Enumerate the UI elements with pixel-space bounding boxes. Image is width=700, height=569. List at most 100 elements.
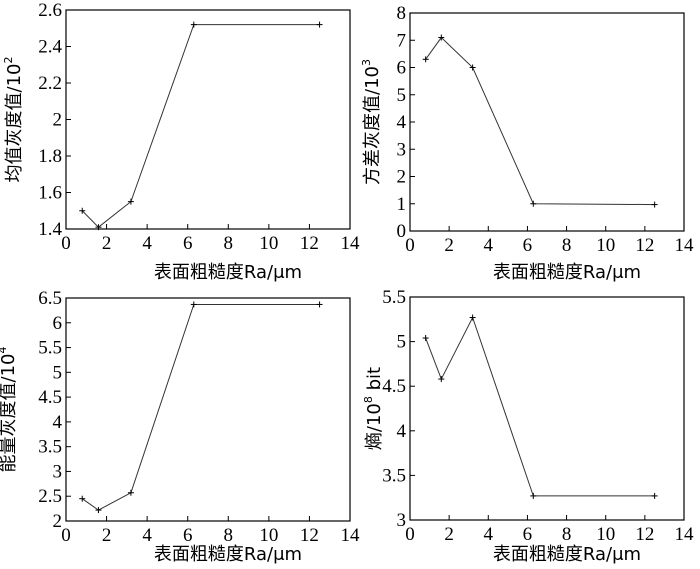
y-axis-title: 能量灰度值/104	[0, 347, 19, 473]
y-tick-label: 1.4	[38, 219, 62, 240]
data-point	[95, 507, 102, 514]
x-tick-label: 0	[61, 233, 71, 254]
y-axis-title-exponent: 4	[0, 347, 9, 354]
x-tick-label: 12	[300, 525, 319, 546]
y-tick-label: 2.6	[38, 0, 62, 21]
y-axis-title-text: 熵/10	[364, 403, 385, 450]
data-point	[190, 301, 197, 308]
x-tick-label: 10	[596, 524, 615, 545]
x-tick-label: 2	[444, 524, 454, 545]
x-tick-label: 6	[523, 235, 533, 256]
data-point	[438, 34, 445, 41]
x-tick-label: 4	[142, 233, 152, 254]
data-point	[79, 495, 86, 502]
y-axis-title: 熵/108 bit	[362, 367, 385, 450]
x-tick-label: 10	[259, 525, 278, 546]
data-point	[530, 200, 537, 207]
x-tick-label: 6	[183, 525, 193, 546]
x-tick-label: 4	[484, 524, 494, 545]
chart-energy-gray: 0 2 4 6 8 10 12 1422.533.544.555.566.5表面粗糙度Ra/μ…	[0, 288, 360, 565]
data-point	[469, 64, 476, 71]
y-tick-label: 5	[53, 362, 63, 383]
data-point	[95, 224, 102, 231]
data-point	[190, 21, 197, 28]
data-point	[651, 492, 658, 499]
y-tick-label: 6	[53, 313, 63, 334]
plot-frame	[409, 12, 685, 232]
series-line	[81, 24, 320, 228]
series-line	[425, 316, 655, 497]
x-tick-label: 8	[224, 233, 234, 254]
x-tick-label: 2	[102, 233, 112, 254]
y-tick-label: 0	[397, 221, 407, 242]
y-axis-title: 均值灰度值/102	[2, 57, 25, 183]
data-point	[127, 489, 134, 496]
y-tick-label: 5.5	[38, 338, 62, 359]
x-tick-label: 8	[224, 525, 234, 546]
x-tick-label: 12	[635, 235, 654, 256]
y-tick-label: 1.6	[38, 183, 62, 204]
x-axis-title: 表面粗糙度Ra/μm	[154, 262, 302, 283]
series-line	[81, 303, 320, 511]
y-tick-label: 4.5	[382, 376, 406, 397]
y-axis-title-exponent: 8	[362, 396, 375, 403]
x-axis-title: 表面粗糙度Ra/μm	[493, 262, 641, 283]
x-axis-title: 表面粗糙度Ra/μm	[493, 544, 641, 565]
y-tick-label: 7	[397, 30, 407, 51]
series-line	[425, 36, 655, 206]
data-point	[127, 198, 134, 205]
y-tick-label: 2	[53, 511, 63, 532]
y-tick-label: 2.5	[38, 486, 62, 507]
y-tick-label: 5	[397, 332, 407, 353]
x-tick-label: 12	[300, 233, 319, 254]
x-tick-label: 12	[635, 524, 654, 545]
x-tick-label: 10	[596, 235, 615, 256]
y-tick-label: 3	[53, 461, 63, 482]
y-tick-label: 6	[397, 58, 407, 79]
y-axis-title-exponent: 2	[2, 57, 15, 64]
x-tick-label: 6	[183, 233, 193, 254]
y-tick-label: 3	[397, 139, 407, 160]
x-tick-label: 8	[562, 524, 572, 545]
y-tick-label: 4	[397, 421, 407, 442]
x-tick-label: 14	[341, 233, 361, 254]
y-tick-label: 1	[397, 194, 407, 215]
chart-mean-gray: 0 2 4 6 8 10 12 14 1.4 1.6 1.8 2 2.2 2.4 2.6 表面粗糙度Ra/μm…	[2, 0, 360, 283]
data-point	[469, 314, 476, 321]
y-tick-label: 5	[397, 85, 407, 106]
x-tick-label: 4	[484, 235, 494, 256]
x-tick-label: 0	[405, 235, 415, 256]
data-point	[422, 56, 429, 63]
y-tick-label: 3.5	[382, 465, 406, 486]
x-tick-label: 2	[444, 235, 454, 256]
data-point	[530, 492, 537, 499]
y-tick-label: 4	[397, 112, 407, 133]
x-axis-title: 表面粗糙度Ra/μm	[154, 544, 302, 565]
x-tick-label: 14	[341, 525, 361, 546]
y-tick-label: 2	[397, 167, 407, 188]
data-point	[316, 301, 323, 308]
y-tick-label: 3.5	[38, 437, 62, 458]
data-point	[422, 335, 429, 342]
y-tick-label: 2	[53, 110, 63, 131]
y-tick-label: 4.5	[38, 387, 62, 408]
data-point	[438, 376, 445, 383]
y-tick-label: 8	[397, 3, 407, 24]
y-tick-label: 1.8	[38, 146, 62, 167]
x-tick-label: 8	[562, 235, 572, 256]
data-point	[79, 207, 86, 214]
data-point	[651, 201, 658, 208]
x-tick-label: 0	[61, 525, 71, 546]
y-axis-title: 方差灰度值/103	[360, 59, 383, 185]
y-axis-title-unit: bit	[364, 367, 385, 396]
x-tick-label: 0	[405, 524, 415, 545]
x-tick-label: 14	[675, 524, 695, 545]
y-tick-label: 3	[397, 510, 407, 531]
y-axis-title-exponent: 3	[360, 59, 373, 66]
y-tick-label: 6.5	[38, 288, 62, 309]
y-tick-label: 4	[53, 412, 63, 433]
plot-frame	[409, 296, 685, 521]
